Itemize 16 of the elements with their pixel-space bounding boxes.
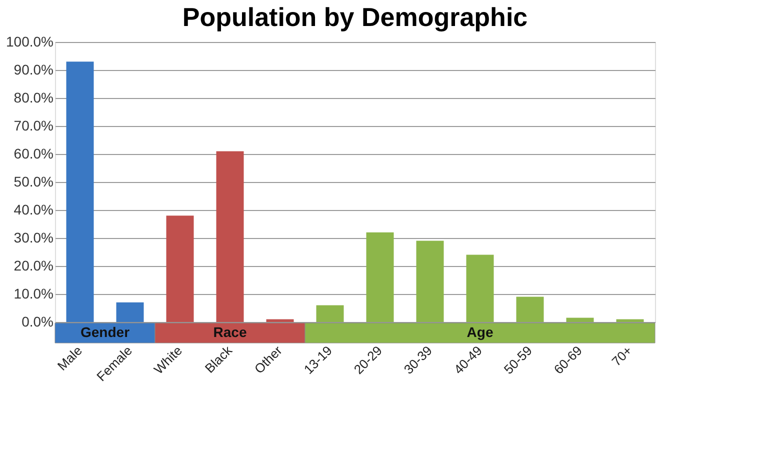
series-label: Gender	[80, 324, 130, 340]
y-tick-label: 70.0%	[14, 118, 54, 134]
y-tick-label: 100.0%	[6, 34, 54, 50]
y-tick-label: 10.0%	[14, 286, 54, 302]
y-tick-label: 20.0%	[14, 258, 54, 274]
y-tick-label: 60.0%	[14, 146, 54, 162]
x-tick-label: 70+	[608, 342, 635, 370]
y-tick-label: 30.0%	[14, 230, 54, 246]
y-tick-label: 40.0%	[14, 202, 54, 218]
series-label: Age	[466, 324, 494, 340]
chart-title: Population by Demographic	[182, 2, 528, 32]
y-tick-label: 90.0%	[14, 62, 54, 78]
y-tick-label: 80.0%	[14, 90, 54, 106]
series-label: Race	[213, 324, 247, 340]
y-tick-label: 0.0%	[22, 314, 54, 330]
y-tick-label: 50.0%	[14, 174, 54, 190]
